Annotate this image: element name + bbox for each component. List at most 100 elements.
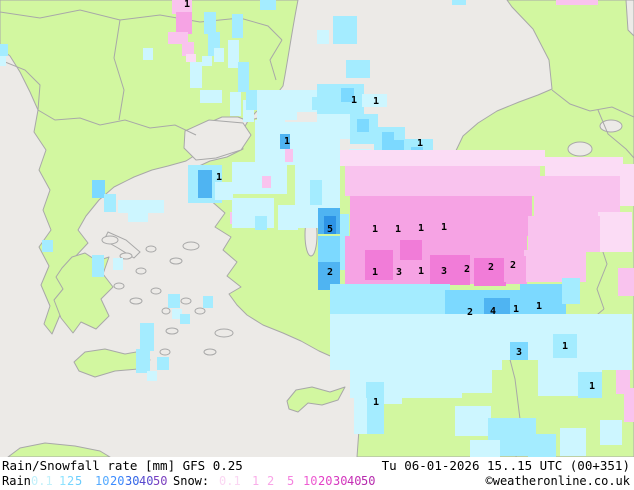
- precip-cell: [285, 149, 293, 162]
- rain-scale-value-1: 1: [59, 474, 67, 488]
- precip-value-label: 3: [516, 347, 522, 358]
- copyright-text: ©weatheronline.co.uk: [485, 474, 631, 488]
- precip-cell: [560, 428, 586, 456]
- precip-cell: [350, 196, 532, 236]
- rain-scale-value-40: 40: [139, 474, 154, 488]
- precip-cell: [474, 258, 506, 286]
- precip-cell: [400, 240, 422, 260]
- precip-value-label: 1: [284, 136, 290, 147]
- rain-scale-value-0.1: 0.1: [31, 474, 53, 488]
- precip-cell: [147, 371, 157, 381]
- precip-cell: [317, 84, 364, 114]
- precip-cell: [118, 200, 164, 213]
- precip-cell: [600, 328, 632, 370]
- precip-cell: [346, 60, 370, 78]
- snow-scale-value-40: 40: [347, 474, 362, 488]
- precip-cell: [204, 12, 216, 34]
- precip-value-label: 1: [372, 267, 378, 278]
- precip-cell: [340, 214, 349, 270]
- precip-cell: [484, 298, 510, 315]
- precip-value-label: 1: [418, 223, 424, 234]
- precip-value-label: 1: [417, 138, 423, 149]
- precip-cell: [318, 236, 340, 262]
- precip-cell: [198, 170, 212, 198]
- precip-cell: [534, 176, 620, 218]
- precip-cell: [168, 32, 188, 44]
- precip-cell: [545, 157, 623, 177]
- precip-cell: [113, 258, 123, 270]
- precip-cell: [384, 384, 402, 404]
- precip-cell: [262, 176, 271, 188]
- precip-cell: [578, 372, 602, 398]
- precip-cell: [0, 44, 8, 56]
- snow-scale-value-5: 5: [287, 474, 295, 488]
- precip-value-label: 2: [464, 264, 470, 275]
- precip-value-label: 3: [441, 266, 447, 277]
- precip-cell: [172, 309, 182, 319]
- precip-cell: [246, 90, 257, 110]
- precip-value-label: 1: [395, 224, 401, 235]
- precip-cell: [340, 150, 545, 166]
- precip-value-label: 1: [562, 341, 568, 352]
- precip-cell: [528, 434, 556, 457]
- precip-value-label: 1: [589, 381, 595, 392]
- precip-value-label: 2: [488, 262, 494, 273]
- precip-cell: [136, 349, 150, 373]
- precip-cell: [341, 88, 354, 102]
- precip-cell: [317, 114, 353, 139]
- legend-bar: Rain/Snowfall rate [mm] GFS 0.25 Tu 06-0…: [0, 457, 634, 490]
- precip-cell: [257, 90, 297, 120]
- precip-cell: [470, 440, 500, 457]
- precip-value-label: 1: [418, 266, 424, 277]
- precip-cell: [324, 216, 336, 234]
- map-svg: 1 1 1 1 1 1 5 1 1 1 1 2 1 3 1 3 2 2 2 2 4 1 1 3 1 1 1: [0, 0, 634, 457]
- snow-scale-value-20: 20: [318, 474, 333, 488]
- precip-cell: [182, 42, 194, 56]
- precip-value-label: 1: [351, 95, 357, 106]
- precip-cell: [330, 284, 450, 314]
- precip-cell: [317, 30, 329, 44]
- map-title: Rain/Snowfall rate [mm] GFS 0.25: [2, 458, 243, 473]
- precip-cell: [598, 212, 632, 252]
- precip-cell: [180, 314, 190, 324]
- snow-scale-value-0.1: 0.1: [219, 474, 241, 488]
- snow-scale-label: Snow:: [173, 474, 210, 488]
- precip-cell: [0, 56, 6, 66]
- precip-value-label: 4: [490, 306, 496, 317]
- snow-scale-value-10: 10: [303, 474, 318, 488]
- precip-cell: [92, 255, 104, 277]
- precip-cell: [318, 262, 340, 290]
- rain-scale-value-2: 2: [67, 474, 75, 488]
- precip-cell: [556, 0, 598, 5]
- rain-scale-label: Rain: [2, 474, 31, 488]
- precip-cell: [255, 216, 267, 230]
- lake-van: [567, 141, 593, 157]
- precip-value-label: 1: [184, 0, 190, 10]
- precip-value-label: 1: [441, 222, 447, 233]
- precip-cell: [452, 0, 466, 5]
- precip-cell: [228, 40, 239, 68]
- forecast-datetime: Tu 06-01-2026 15..15 UTC (00+351): [381, 458, 630, 473]
- precip-value-label: 1: [536, 301, 542, 312]
- precip-cell: [553, 334, 577, 358]
- caspian-notch: [625, 0, 634, 37]
- precip-cell: [366, 382, 384, 434]
- landmass-north-africa: [7, 442, 111, 457]
- precip-cell: [280, 134, 290, 149]
- precip-value-label: 5: [327, 224, 333, 235]
- precip-cell: [176, 12, 192, 34]
- precip-cell: [354, 398, 367, 434]
- rain-scale-value-30: 30: [125, 474, 140, 488]
- precip-cell: [172, 0, 192, 14]
- legend-title-row: Rain/Snowfall rate [mm] GFS 0.25 Tu 06-0…: [0, 458, 634, 473]
- precip-cell: [186, 54, 196, 62]
- sea-of-marmara: [183, 119, 252, 161]
- snow-scale-value-1: 1: [252, 474, 260, 488]
- rain-scale-value-10: 10: [95, 474, 110, 488]
- precip-cell: [214, 48, 224, 62]
- precipitation-value-labels: 1 1 1 1 1 1 5 1 1 1 1 2 1 3 1 3 2 2 2 2 4 1 1 3 1 1 1: [184, 0, 595, 408]
- precip-cell: [42, 240, 53, 252]
- precip-cell: [232, 162, 287, 194]
- precip-cell: [215, 182, 233, 200]
